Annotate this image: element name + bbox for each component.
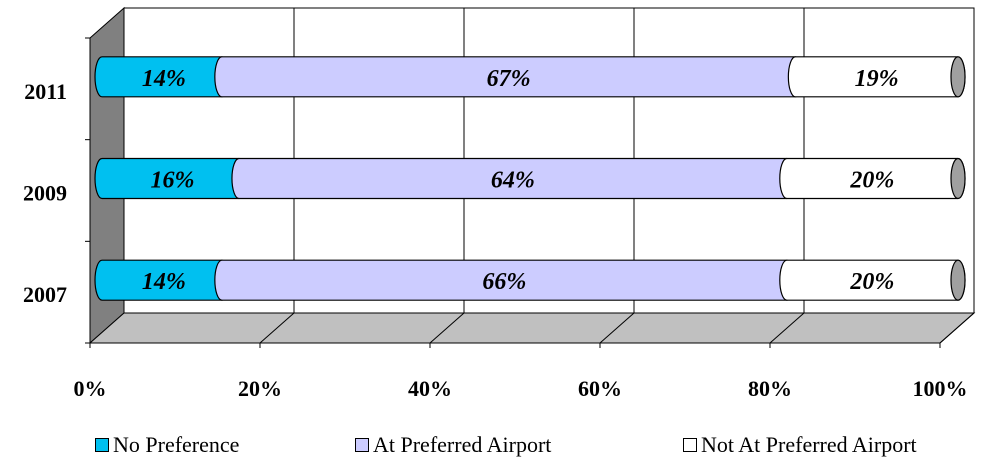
x-tick-label: 100% [913,376,968,401]
bar-segment: 14% [94,259,230,301]
data-label: 20% [849,168,894,194]
category-label: 2007 [23,282,67,307]
data-label: 19% [855,66,899,92]
bar-end-cap [950,259,966,301]
bar-segment: 19% [787,56,966,98]
bar-end-cap [950,157,966,200]
data-label: 67% [487,66,531,92]
legend-label-no-preference: No Preference [113,432,240,457]
data-label: 20% [849,269,894,295]
legend-swatch-not-at-preferred-airport [683,438,697,452]
category-label: 2011 [24,79,67,104]
gridline-floor [429,312,465,344]
x-tick-label: 0% [74,376,107,401]
legend-item-not-at-preferred-airport: Not At Preferred Airport [683,432,917,458]
data-label: 66% [482,269,526,295]
x-tick-label: 40% [408,376,452,401]
legend-label-not-at-preferred-airport: Not At Preferred Airport [701,432,917,457]
bar-segment: 66% [214,259,795,301]
bar-segment: 16% [94,157,247,200]
gridline-floor [939,312,975,344]
legend: No Preference At Preferred Airport Not A… [0,432,992,460]
legend-label-at-preferred-airport: At Preferred Airport [373,432,552,457]
chart-area: 14% 67% 19% 16% 64% 20% 14% 66% 20% 2011 2009 2007… [23,6,976,401]
x-tick-label: 20% [238,376,282,401]
data-label: 16% [150,168,194,194]
x-tick-label: 60% [578,376,622,401]
bar-end-cap [950,56,966,98]
bar-segment: 67% [214,56,803,98]
legend-swatch-at-preferred-airport [355,438,369,452]
gridline-floor [259,312,295,344]
gridline-floor [769,312,805,344]
legend-item-no-preference: No Preference [95,432,239,458]
data-label: 64% [491,168,535,194]
data-label: 14% [142,269,186,295]
bar-segment: 20% [779,157,966,200]
floor [88,312,976,344]
legend-swatch-no-preference [95,438,109,452]
bars: 14% 67% 19% 16% 64% 20% 14% 66% 20% [94,56,966,301]
bar-segment: 14% [94,56,230,98]
category-label: 2009 [23,181,67,206]
legend-item-at-preferred-airport: At Preferred Airport [355,432,551,458]
bar-segment: 20% [779,259,966,301]
x-tick-label: 80% [748,376,792,401]
data-label: 14% [142,66,186,92]
bar-segment: 64% [231,157,795,200]
gridline-floor [599,312,635,344]
axes: 2011 2009 2007 0% 20% 40% 60% 80% 100% [23,37,968,401]
